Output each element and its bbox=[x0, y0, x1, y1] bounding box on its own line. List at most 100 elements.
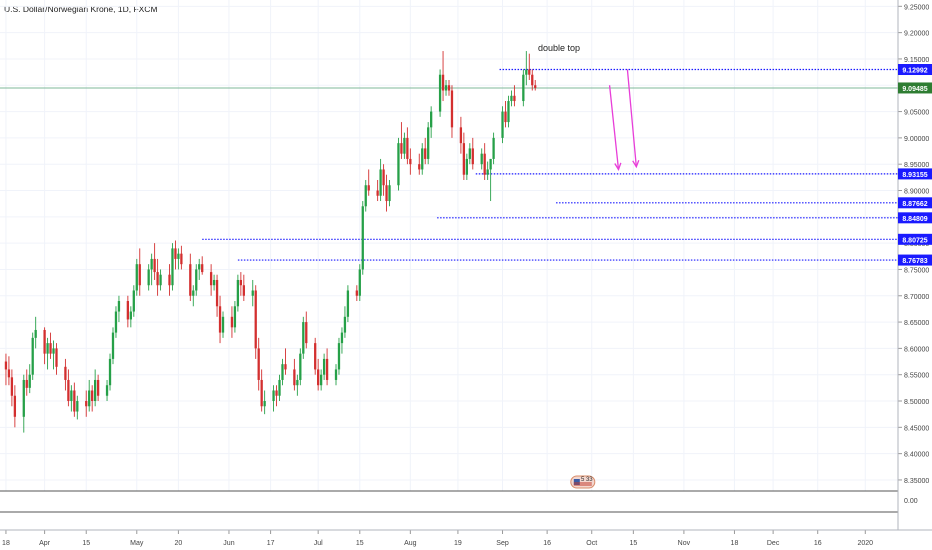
candle[interactable] bbox=[299, 348, 302, 386]
candle[interactable] bbox=[230, 306, 234, 338]
candle[interactable] bbox=[209, 264, 213, 296]
candle[interactable] bbox=[305, 311, 308, 349]
candle[interactable] bbox=[111, 327, 115, 365]
candle[interactable] bbox=[10, 369, 14, 407]
candle[interactable] bbox=[251, 279, 254, 307]
candle[interactable] bbox=[302, 316, 305, 359]
candle[interactable] bbox=[221, 311, 225, 338]
candle[interactable] bbox=[379, 158, 382, 202]
candle[interactable] bbox=[421, 143, 424, 175]
candle[interactable] bbox=[278, 374, 281, 402]
candle[interactable] bbox=[7, 356, 11, 386]
candle[interactable] bbox=[409, 148, 412, 175]
candle[interactable] bbox=[364, 179, 367, 212]
candle[interactable] bbox=[156, 258, 159, 296]
candle[interactable] bbox=[88, 379, 91, 412]
candle[interactable] bbox=[492, 132, 495, 165]
candle[interactable] bbox=[528, 53, 531, 80]
candle[interactable] bbox=[168, 264, 171, 296]
candle[interactable] bbox=[215, 274, 219, 317]
candle[interactable] bbox=[284, 348, 287, 375]
candle[interactable] bbox=[25, 369, 28, 396]
candle[interactable] bbox=[367, 169, 370, 196]
candle[interactable] bbox=[334, 364, 338, 386]
candle[interactable] bbox=[64, 358, 67, 391]
candle[interactable] bbox=[406, 127, 409, 165]
candle[interactable] bbox=[150, 253, 153, 286]
candle[interactable] bbox=[340, 327, 344, 354]
candle[interactable] bbox=[171, 243, 174, 291]
candle[interactable] bbox=[34, 316, 37, 349]
candle[interactable] bbox=[471, 137, 474, 170]
candle[interactable] bbox=[174, 240, 177, 270]
candle[interactable] bbox=[501, 106, 504, 144]
candle[interactable] bbox=[418, 153, 421, 175]
candle[interactable] bbox=[192, 285, 195, 307]
candle[interactable] bbox=[254, 285, 257, 359]
candle[interactable] bbox=[317, 358, 320, 391]
candle[interactable] bbox=[105, 379, 109, 402]
candle[interactable] bbox=[465, 153, 468, 180]
candle[interactable] bbox=[55, 343, 58, 375]
candle[interactable] bbox=[201, 256, 204, 275]
candle[interactable] bbox=[108, 353, 112, 391]
candle[interactable] bbox=[462, 132, 466, 180]
candle[interactable] bbox=[447, 79, 451, 96]
candle[interactable] bbox=[385, 174, 388, 212]
candle[interactable] bbox=[486, 161, 489, 180]
candle[interactable] bbox=[239, 272, 243, 296]
candle[interactable] bbox=[233, 301, 237, 333]
candle[interactable] bbox=[76, 395, 79, 420]
candle[interactable] bbox=[212, 274, 216, 291]
candle[interactable] bbox=[117, 295, 121, 323]
candle[interactable] bbox=[450, 85, 454, 138]
candle[interactable] bbox=[424, 137, 427, 165]
candle[interactable] bbox=[441, 51, 445, 102]
candle[interactable] bbox=[355, 285, 358, 302]
candle[interactable] bbox=[388, 179, 391, 207]
candle[interactable] bbox=[444, 79, 448, 96]
candle[interactable] bbox=[242, 274, 245, 302]
candle[interactable] bbox=[195, 264, 198, 296]
candle[interactable] bbox=[296, 374, 299, 396]
candle[interactable] bbox=[275, 385, 278, 407]
candle[interactable] bbox=[483, 143, 486, 180]
candle[interactable] bbox=[522, 69, 525, 107]
time-axis[interactable]: 18 Apr 15 May 20 Jun 17 Jul 15 Aug 19 Sep 16 Oct 15 Nov… bbox=[0, 529, 932, 547]
candle[interactable] bbox=[430, 106, 433, 138]
candle[interactable] bbox=[281, 358, 284, 386]
candle[interactable] bbox=[343, 306, 347, 338]
candle[interactable] bbox=[159, 269, 162, 291]
candle[interactable] bbox=[325, 348, 329, 386]
candle[interactable] bbox=[361, 201, 364, 275]
candle[interactable] bbox=[52, 340, 55, 370]
candle[interactable] bbox=[126, 295, 130, 328]
candle[interactable] bbox=[314, 337, 317, 375]
candle[interactable] bbox=[293, 358, 296, 391]
candle[interactable] bbox=[31, 332, 34, 380]
candle[interactable] bbox=[480, 148, 483, 170]
candle[interactable] bbox=[257, 337, 260, 391]
candle[interactable] bbox=[135, 258, 138, 296]
candle[interactable] bbox=[507, 95, 510, 128]
candle[interactable] bbox=[189, 253, 192, 302]
candle[interactable] bbox=[132, 285, 135, 317]
candle[interactable] bbox=[346, 285, 350, 323]
candles[interactable] bbox=[4, 51, 537, 433]
candle[interactable] bbox=[534, 79, 537, 91]
candle[interactable] bbox=[94, 369, 97, 407]
candle[interactable] bbox=[525, 51, 528, 86]
candle[interactable] bbox=[400, 122, 403, 159]
candle[interactable] bbox=[13, 385, 17, 428]
candle[interactable] bbox=[459, 116, 463, 154]
candle[interactable] bbox=[504, 101, 507, 128]
candle[interactable] bbox=[397, 137, 400, 191]
candle[interactable] bbox=[46, 337, 49, 370]
candle[interactable] bbox=[263, 390, 266, 415]
economic-event-flag-icon[interactable]: 5 33 bbox=[570, 475, 596, 489]
candle[interactable] bbox=[403, 132, 406, 159]
candle[interactable] bbox=[70, 385, 73, 412]
candle[interactable] bbox=[531, 69, 534, 91]
candle[interactable] bbox=[4, 353, 8, 386]
candle[interactable] bbox=[489, 158, 492, 202]
